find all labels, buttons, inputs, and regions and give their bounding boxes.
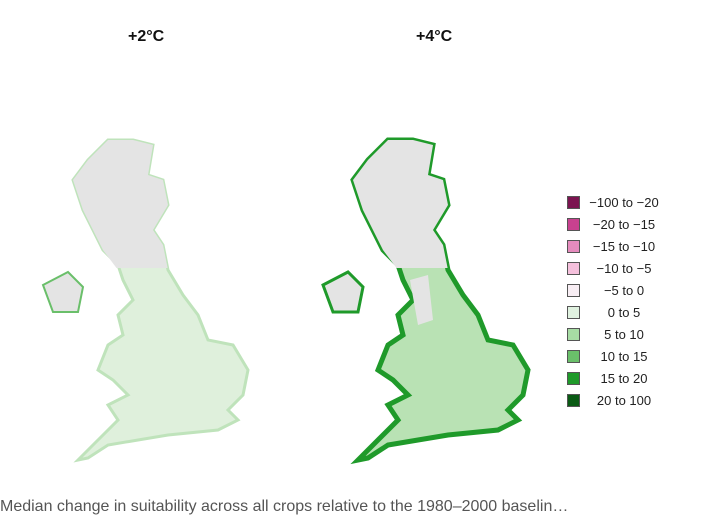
- legend-swatch: [567, 217, 580, 231]
- legend-item: −10 to −5: [567, 257, 664, 279]
- legend-item: 5 to 10: [567, 323, 664, 345]
- legend-item: 15 to 20: [567, 367, 664, 389]
- legend-swatch: [567, 283, 580, 297]
- legend-swatch: [567, 195, 580, 209]
- legend-swatch: [567, 261, 580, 275]
- map-title-4c: +4°C: [416, 28, 453, 45]
- legend-swatch: [567, 327, 580, 341]
- legend-item: 0 to 5: [567, 301, 664, 323]
- map-4c: [321, 137, 531, 465]
- map-title-2c: +2°C: [128, 28, 165, 45]
- map-2c: [41, 138, 250, 463]
- legend-swatch: [567, 239, 580, 253]
- legend-swatch: [567, 349, 580, 363]
- northern-ireland: [321, 270, 365, 314]
- pennines: [410, 275, 433, 325]
- legend-swatch: [567, 371, 580, 385]
- scotland: [73, 140, 168, 268]
- legend-item: −5 to 0: [567, 279, 664, 301]
- scotland: [353, 140, 448, 268]
- legend-swatch: [567, 393, 580, 407]
- legend-item: −100 to −20: [567, 191, 664, 213]
- legend-item: 10 to 15: [567, 345, 664, 367]
- legend-swatch: [567, 305, 580, 319]
- legend: −100 to −20 −20 to −15 −15 to −10 −10 to…: [567, 191, 664, 411]
- legend-item: −15 to −10: [567, 235, 664, 257]
- legend-item: 20 to 100: [567, 389, 664, 411]
- caption: Median change in suitability across all …: [0, 498, 569, 515]
- northern-ireland: [41, 270, 85, 313]
- legend-item: −20 to −15: [567, 213, 664, 235]
